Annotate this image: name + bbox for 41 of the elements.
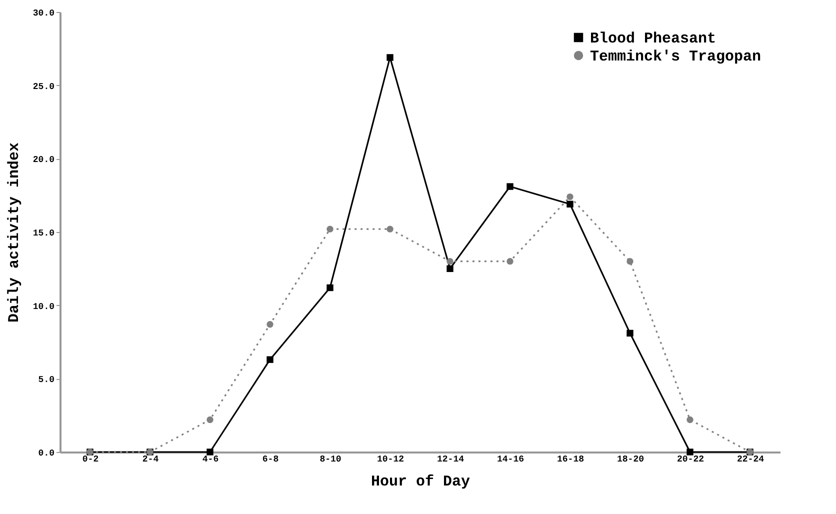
- point: [206, 416, 214, 424]
- point: [566, 200, 574, 208]
- point: [506, 258, 514, 265]
- x-tick-label: 6-8: [262, 454, 279, 464]
- legend-label: Blood Pheasant: [590, 30, 716, 48]
- y-tick-label: 15.0: [32, 228, 54, 238]
- point: [326, 284, 334, 292]
- point: [626, 330, 634, 337]
- x-axis-title: Hour of Day: [370, 474, 470, 490]
- y-tick-label: 0.0: [38, 448, 54, 458]
- point: [686, 448, 694, 456]
- y-tick-label: 25.0: [32, 82, 54, 92]
- point: [206, 448, 214, 456]
- point: [386, 226, 394, 232]
- y-tick-label: 10.0: [32, 302, 54, 312]
- point: [446, 265, 454, 272]
- x-tick-label: 0-2: [82, 454, 99, 464]
- x-tick-label: 14-16: [496, 454, 524, 464]
- x-tick-label: 2-4: [142, 454, 160, 464]
- point: [446, 258, 454, 265]
- x-tick-label: 20-22: [676, 454, 704, 464]
- x-tick-label: 8-10: [320, 454, 342, 464]
- x-tick-label: 22-24: [736, 454, 765, 464]
- x-tick-label: 16-18: [556, 454, 584, 464]
- point: [626, 258, 634, 265]
- point: [566, 193, 574, 200]
- y-axis-title: Daily activity index: [6, 142, 23, 323]
- y-tick-label: 30.0: [32, 8, 54, 18]
- x-tick-label: 4-6: [202, 454, 219, 464]
- legend-label: Temminck's Tragopan: [590, 48, 762, 66]
- point: [266, 321, 274, 328]
- y-tick-label: 5.0: [38, 375, 54, 386]
- x-tick-label: 10-12: [376, 454, 404, 464]
- x-tick-label: 18-20: [616, 454, 644, 464]
- y-tick-label: 20.0: [32, 155, 54, 166]
- x-tick-label: 12-14: [436, 454, 465, 464]
- point: [506, 183, 514, 190]
- point: [326, 226, 334, 232]
- point: [686, 416, 694, 424]
- point: [386, 54, 394, 61]
- point: [266, 356, 274, 363]
